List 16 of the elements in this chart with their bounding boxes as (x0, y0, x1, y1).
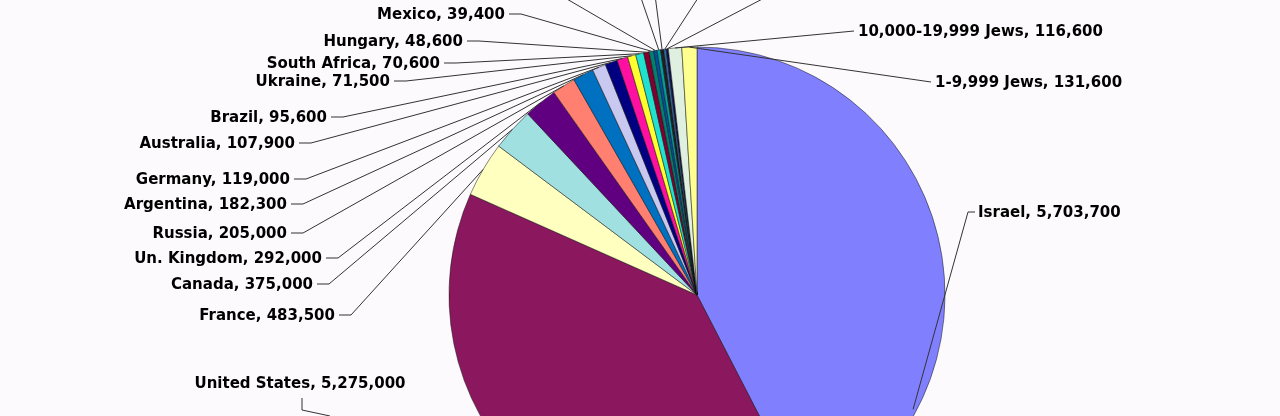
slice-label: South Africa, 70,600 (266, 54, 440, 73)
slice-label: Mexico, 39,400 (377, 5, 505, 24)
slice-label: Israel, 5,703,700 (978, 203, 1121, 222)
slice-label: Ukraine, 71,500 (255, 72, 390, 91)
slice-label: Brazil, 95,600 (210, 108, 327, 127)
slice-label: Argentina, 182,300 (124, 195, 287, 214)
slice-label: Germany, 119,000 (135, 170, 290, 189)
slice-label: 1-9,999 Jews, 131,600 (935, 73, 1123, 92)
slice-label: Australia, 107,900 (139, 134, 295, 153)
slice-label: United States, 5,275,000 (194, 374, 406, 393)
slice-label: Hungary, 48,600 (323, 32, 463, 51)
slice-label: Canada, 375,000 (170, 275, 313, 294)
slice-label: France, 483,500 (199, 306, 335, 325)
slice-label: Russia, 205,000 (152, 224, 287, 243)
slice-label: 10,000-19,999 Jews, 116,600 (858, 22, 1103, 41)
slice-label: Un. Kingdom, 292,000 (134, 249, 322, 268)
